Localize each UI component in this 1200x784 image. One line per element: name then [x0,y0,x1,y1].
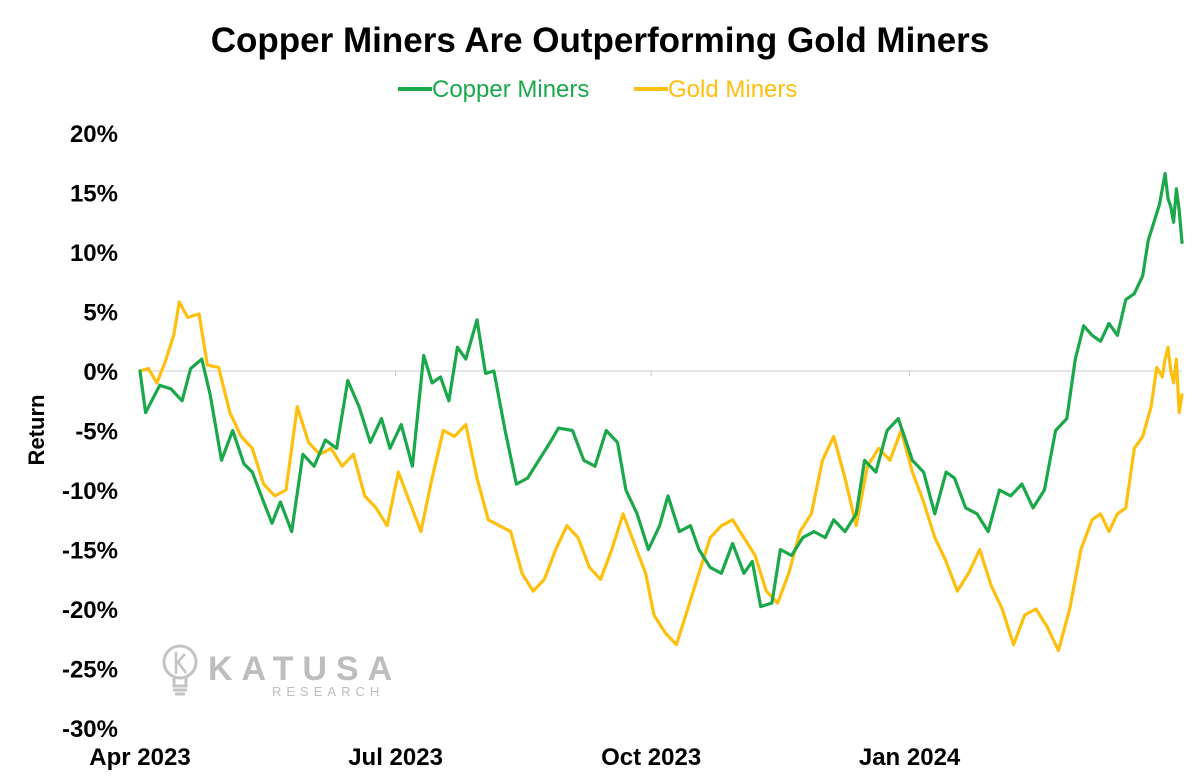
x-tick-label: Oct 2023 [601,744,701,771]
legend-label-copper: Copper Miners [432,76,589,103]
x-axis: Apr 2023 Jul 2023 Oct 2023 Jan 2024 [89,370,1182,771]
watermark-brand: KATUSA [208,650,401,688]
lightbulb-icon [162,644,198,696]
y-tick-label: -15% [62,538,118,565]
y-tick-label: -10% [62,478,118,505]
y-tick-label: -5% [75,419,118,446]
y-tick-label: 10% [70,240,118,267]
series-line-copper [138,171,1184,609]
y-tick-label: -30% [62,716,118,743]
legend: Copper Miners Gold Miners [398,76,797,103]
x-tick-label: Jul 2023 [348,744,443,771]
y-tick-label: 0% [83,359,118,386]
x-tick-label: Jan 2024 [859,744,961,771]
plot-series [138,171,1184,653]
series-line-gold [138,300,1184,653]
y-tick-label: -20% [62,597,118,624]
y-tick-label: 20% [70,121,118,148]
watermark: KATUSA RESEARCH [162,644,401,699]
y-tick-label: 15% [70,181,118,208]
y-tick-label: -25% [62,657,118,684]
y-axis-ticks: 20% 15% 10% 5% 0% -5% -10% -15% -20% -25% -30% [62,121,118,743]
y-axis-label: Return [24,395,49,466]
chart-title: Copper Miners Are Outperforming Gold Min… [211,21,990,60]
x-tick-label: Apr 2023 [89,744,190,771]
y-tick-label: 5% [83,300,118,327]
legend-label-gold: Gold Miners [668,76,797,103]
watermark-sub: RESEARCH [272,684,384,699]
